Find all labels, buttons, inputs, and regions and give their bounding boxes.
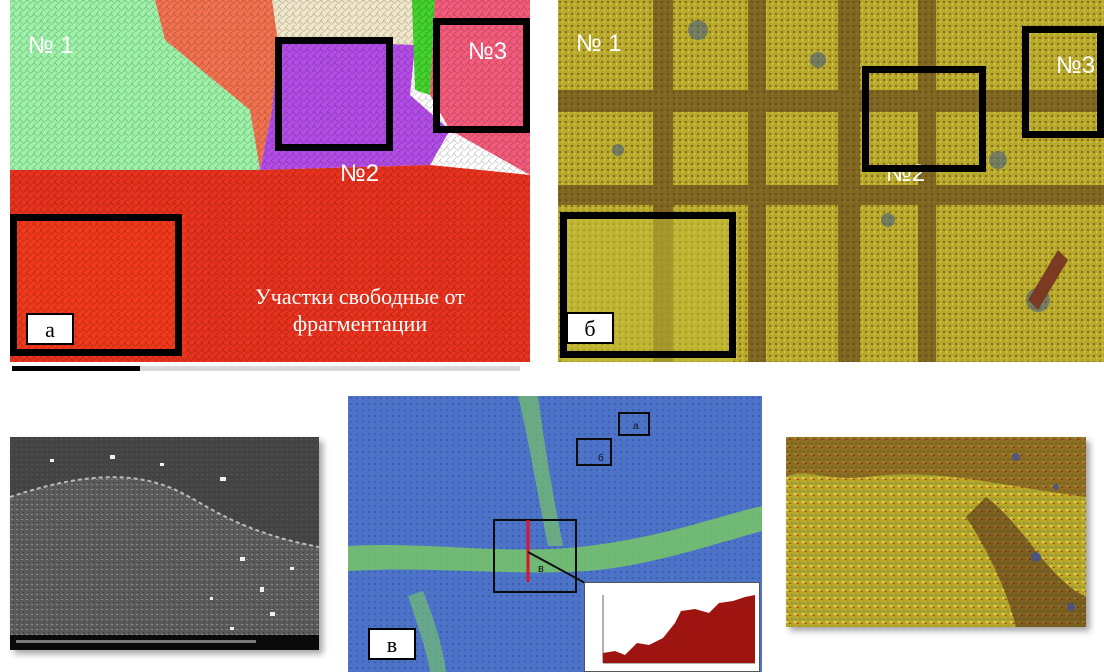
profile-chart [602,595,755,664]
label-n3: №3 [468,38,508,65]
label-n3: №3 [1056,52,1096,79]
panel-a-grain-map: № 1 №2 №3 Участки свободные от фрагмента… [10,0,530,374]
panel-letter-b: б [566,312,614,344]
label-n1: № 1 [28,32,74,59]
sub-label-a: а [633,421,639,432]
panel-letter-a: а [26,313,74,345]
color-map-image [786,437,1086,627]
region-box-a [618,412,650,436]
profile-inset [584,582,760,672]
panel-c-blue-map: а б в в [348,396,762,672]
free-area-label: Участки свободные от фрагментации [255,284,465,336]
sub-label-c: в [538,563,544,575]
region-box-n2 [275,37,393,151]
region-box-n3 [1022,26,1104,138]
panel-color-map [786,437,1086,627]
label-n1: № 1 [576,30,622,57]
region-box-b [576,438,612,466]
region-box-n1 [10,214,182,356]
label-n2: №2 [340,160,380,187]
sem-image [10,437,319,650]
panel-letter-c: в [368,628,416,660]
panel-sem-micrograph [10,437,319,650]
panel-b-phase-map: № 1 №2 №3 б [558,0,1104,362]
sub-label-b: б [598,453,604,464]
region-box-n2 [862,66,986,172]
region-box-n3 [433,18,530,133]
region-box-n1 [560,212,736,358]
